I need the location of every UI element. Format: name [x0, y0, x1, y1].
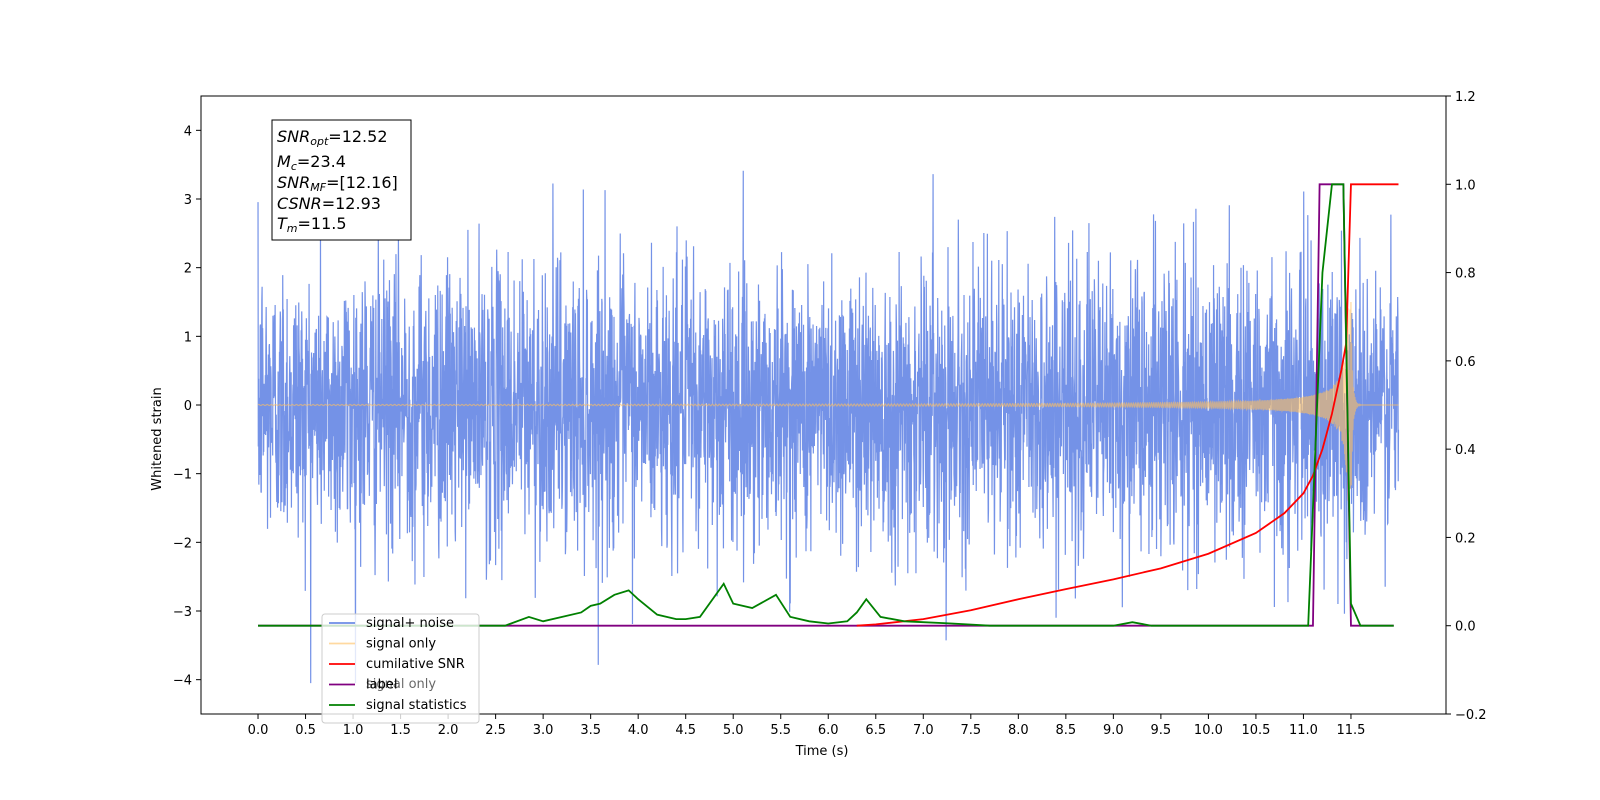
legend-hidden-text: signal only — [366, 677, 436, 692]
series-signal-noise-line — [257, 170, 1400, 684]
legend: signal only signal+ noise signal only cumi… — [321, 613, 480, 724]
series-signal-only-line — [257, 301, 1399, 501]
series-signal-statistics-line — [258, 183, 1394, 627]
x-tick-label: 2.0 — [438, 723, 459, 738]
x-tick-label: 8.0 — [1008, 723, 1029, 738]
x-tick-label: 3.0 — [533, 723, 554, 738]
info-box: SNRopt=12.52 Mc=23.4 SNRMF=[12.16] CSNR=… — [271, 119, 412, 241]
x-tick-label: 11.0 — [1289, 723, 1318, 738]
x-tick-label: 0.5 — [295, 723, 316, 738]
info-tm: Tm=11.5 — [277, 214, 347, 235]
legend-label: signal+ noise — [366, 616, 454, 631]
x-tick-label: 7.5 — [960, 723, 981, 738]
y-left-tick-label: −2 — [173, 536, 192, 551]
y-left-tick-label: 2 — [184, 262, 192, 277]
x-tick-label: 6.5 — [865, 723, 886, 738]
info-box-frame — [271, 119, 412, 241]
x-tick-label: 10.5 — [1241, 723, 1270, 738]
y-left-tick-label: 0 — [184, 399, 192, 414]
x-tick-label: 5.5 — [770, 723, 791, 738]
x-tick-label: 0.0 — [248, 723, 269, 738]
x-tick-label: 6.0 — [818, 723, 839, 738]
x-tick-label: 2.5 — [485, 723, 506, 738]
info-snr-opt: SNRopt=12.52 — [277, 127, 388, 148]
x-tick-label: 5.0 — [723, 723, 744, 738]
y-right-tick-label: 1.2 — [1455, 90, 1476, 105]
y-right-tick-label: −0.2 — [1455, 708, 1487, 723]
y-right-tick-label: 0.2 — [1455, 531, 1476, 546]
x-tick-label: 9.5 — [1151, 723, 1172, 738]
legend-label: signal statistics — [366, 698, 467, 713]
x-axis-label: Time (s) — [795, 744, 849, 759]
y-left-tick-label: −3 — [173, 605, 192, 620]
y-left-tick-label: −1 — [173, 468, 192, 483]
x-tick-label: 4.0 — [628, 723, 649, 738]
y-right-tick-label: 0.6 — [1455, 355, 1476, 370]
y-left-tick-label: −4 — [173, 674, 192, 689]
y-right-tick-label: 0.0 — [1455, 620, 1476, 635]
y-left-tick-label: 4 — [184, 124, 192, 139]
x-tick-label: 9.0 — [1103, 723, 1124, 738]
info-mc: Mc=23.4 — [277, 152, 346, 173]
legend-entries: signal+ noise signal only cumilative SNR la… — [329, 616, 467, 713]
y-right-tick-label: 0.8 — [1455, 267, 1476, 282]
y-axis-label-left: Whitened strain — [150, 387, 165, 490]
legend-frame — [321, 613, 480, 724]
legend-label: cumilative SNR — [366, 657, 465, 672]
legend-label: label — [366, 678, 397, 693]
x-tick-label: 10.0 — [1194, 723, 1223, 738]
series-cumulative-snr-line — [856, 183, 1399, 627]
x-tick-label: 1.0 — [343, 723, 364, 738]
x-tick-label: 11.5 — [1336, 723, 1365, 738]
info-csnr: CSNR=12.93 — [277, 194, 381, 213]
y-left-tick-label: 1 — [184, 330, 192, 345]
x-tick-label: 7.0 — [913, 723, 934, 738]
y-left-tick-label: 3 — [184, 193, 192, 208]
x-tick-label: 8.5 — [1056, 723, 1077, 738]
legend-label: signal only — [366, 637, 436, 652]
info-snr-mf: SNRMF=[12.16] — [277, 173, 398, 194]
y-right-tick-label: 1.0 — [1455, 178, 1476, 193]
x-tick-label: 1.5 — [390, 723, 411, 738]
axes-layer: 0.0 0.5 1.0 1.5 2.0 2.5 3.0 3.5 4.0 4.5 5.0 5.5 6.0 6… — [173, 90, 1487, 738]
y-right-tick-label: 0.4 — [1455, 443, 1476, 458]
x-tick-label: 3.5 — [580, 723, 601, 738]
plot-area — [257, 170, 1400, 684]
x-tick-label: 4.5 — [675, 723, 696, 738]
